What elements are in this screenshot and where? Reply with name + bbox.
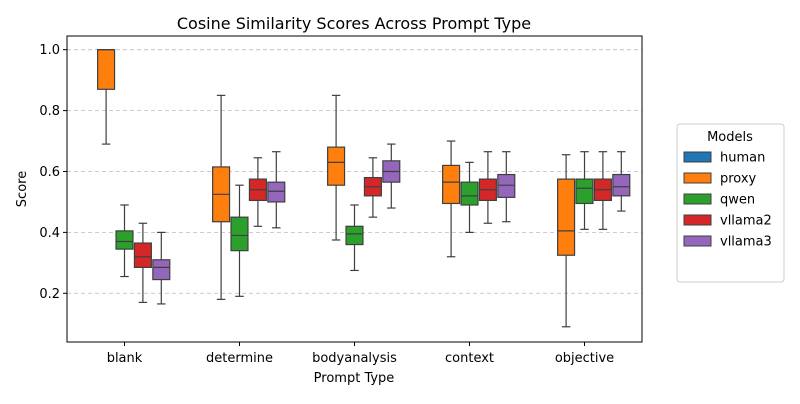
legend-label-vllama2: vllama2 <box>720 214 772 229</box>
box-proxy-blank <box>97 49 116 145</box>
box-vllama2-blank <box>133 222 152 304</box>
x-tick-label: blank <box>107 351 143 366</box>
box-qwen-bodyanalysis <box>345 204 364 272</box>
box-body <box>442 164 461 205</box>
box-vllama3-determine <box>267 151 286 229</box>
box-body <box>97 49 116 90</box>
box-vllama2-objective <box>593 151 612 230</box>
box-qwen-blank <box>115 204 134 278</box>
box-vllama2-bodyanalysis <box>363 157 382 218</box>
legend-swatch-vllama2 <box>683 214 712 226</box>
box-proxy-bodyanalysis <box>327 94 346 241</box>
box-proxy-context <box>442 140 461 258</box>
x-tick-label: bodyanalysis <box>312 351 397 366</box>
box-body <box>497 173 516 198</box>
box-body <box>152 259 171 281</box>
plot-frame <box>66 35 643 343</box>
y-tick-label: 0.8 <box>39 104 60 119</box>
box-body <box>557 178 576 256</box>
box-qwen-objective <box>575 151 594 230</box>
legend-label-human: human <box>720 151 765 166</box>
box-body <box>575 178 594 205</box>
box-body <box>460 181 479 206</box>
box-proxy-objective <box>557 154 576 328</box>
legend-label-qwen: qwen <box>720 193 755 208</box>
box-body <box>133 242 152 269</box>
x-tick-label: objective <box>555 351 614 366</box>
legend-swatch-human <box>683 151 712 163</box>
box-body <box>345 225 364 246</box>
box-vllama2-context <box>478 151 497 224</box>
box-vllama3-objective <box>612 151 631 212</box>
box-vllama3-bodyanalysis <box>382 143 401 209</box>
box-body <box>115 230 134 250</box>
chart-title: Cosine Similarity Scores Across Prompt T… <box>177 14 531 33</box>
legend: Models human proxy qwen vllama2 vllama3 <box>676 123 785 283</box>
legend-swatch-proxy <box>683 172 712 184</box>
box-vllama3-context <box>497 151 516 223</box>
box-body <box>612 173 631 197</box>
x-tick-label: determine <box>206 351 273 366</box>
y-tick-label: 0.4 <box>39 226 60 241</box>
y-tick-label: 0.6 <box>39 165 60 180</box>
box-body <box>327 146 346 186</box>
box-body <box>230 216 249 252</box>
box-layer <box>97 49 631 328</box>
legend-title: Models <box>707 130 753 145</box>
box-body <box>267 181 286 203</box>
box-proxy-determine <box>212 94 231 300</box>
x-tick-label: context <box>445 351 494 366</box>
legend-swatch-qwen <box>683 193 712 205</box>
box-vllama3-blank <box>152 231 171 305</box>
y-tick-label: 1.0 <box>39 43 60 58</box>
legend-swatch-vllama3 <box>683 235 712 247</box>
box-vllama2-determine <box>248 157 267 227</box>
box-qwen-context <box>460 161 479 233</box>
axis-layer: 0.2 0.4 0.6 0.8 1.0 blank determine bodyanalysi… <box>39 43 614 366</box>
y-tick-label: 0.2 <box>39 287 60 302</box>
y-axis-label: Score <box>15 171 30 207</box>
x-axis-label: Prompt Type <box>314 371 395 386</box>
box-qwen-determine <box>230 184 249 297</box>
legend-label-vllama3: vllama3 <box>720 235 772 250</box>
legend-label-proxy: proxy <box>720 172 757 187</box>
